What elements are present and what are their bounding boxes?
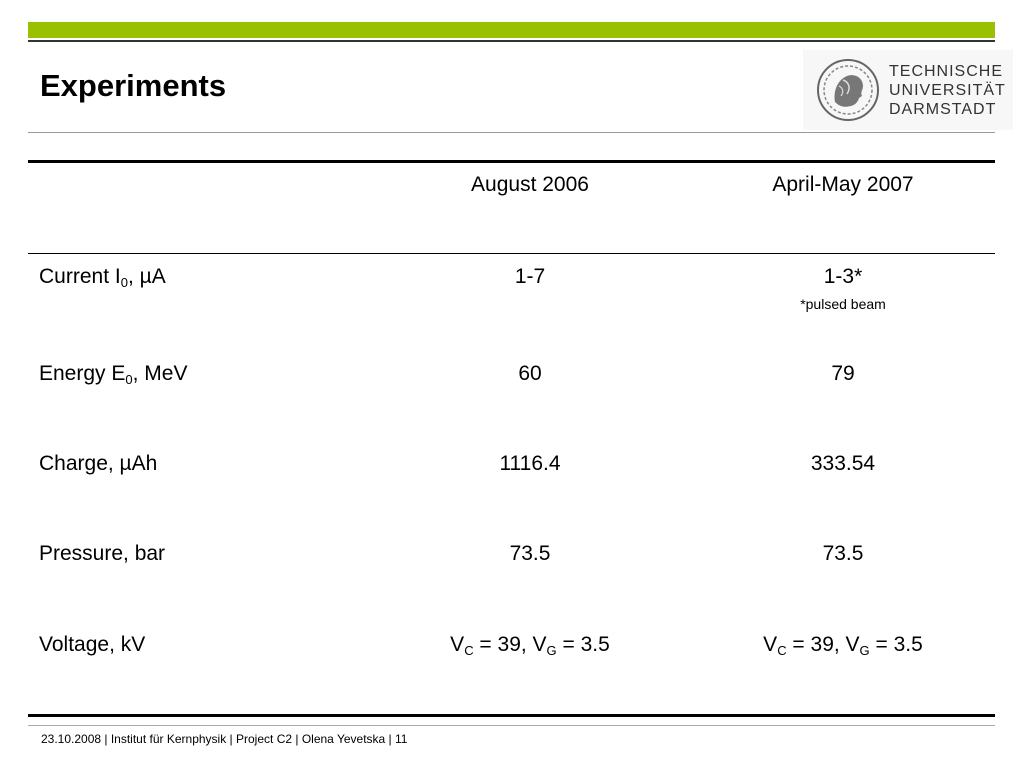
logo-line-2: UNIVERSITÄT	[889, 82, 1006, 99]
page-title: Experiments	[40, 68, 227, 103]
cell-current-august: 1-7	[514, 265, 546, 288]
footer-rule	[28, 725, 995, 726]
cell-pressure-august: 73.5	[509, 542, 551, 565]
cell-voltage-april: VC = 39, VG = 3.5	[763, 633, 923, 658]
header-rule	[28, 40, 995, 42]
cell-energy-august: 60	[518, 362, 542, 385]
cell-voltage-august: VC = 39, VG = 3.5	[450, 633, 610, 658]
logo-emblem-icon	[817, 59, 879, 121]
logo-line-3: DARMSTADT	[889, 101, 997, 118]
title-divider	[28, 132, 995, 133]
table-bottom-rule	[28, 714, 995, 717]
pulsed-beam-note: *pulsed beam	[800, 296, 886, 312]
row-label-voltage: Voltage, kV	[39, 633, 146, 656]
cell-pressure-april: 73.5	[822, 542, 864, 565]
top-accent-bar	[28, 22, 995, 38]
logo-line-1: TECHNISCHE	[889, 63, 1004, 80]
footer-text: 23.10.2008 | Institut für Kernphysik | P…	[41, 732, 408, 746]
table-header-rule	[28, 253, 995, 254]
row-label-pressure: Pressure, bar	[39, 542, 166, 565]
column-header-august-2006: August 2006	[471, 173, 589, 196]
row-label-charge: Charge, µAh	[39, 452, 158, 475]
row-label-current: Current I0, µA	[39, 265, 166, 290]
table-top-rule	[28, 160, 995, 163]
cell-charge-april: 333.54	[810, 452, 876, 475]
column-header-april-may-2007: April-May 2007	[772, 173, 914, 196]
cell-current-april: 1-3*	[823, 265, 863, 288]
row-label-energy: Energy E0, MeV	[39, 362, 188, 387]
university-logo: TECHNISCHE UNIVERSITÄT DARMSTADT	[803, 50, 1013, 130]
cell-charge-august: 1116.4	[499, 452, 561, 475]
cell-energy-april: 79	[831, 362, 855, 385]
